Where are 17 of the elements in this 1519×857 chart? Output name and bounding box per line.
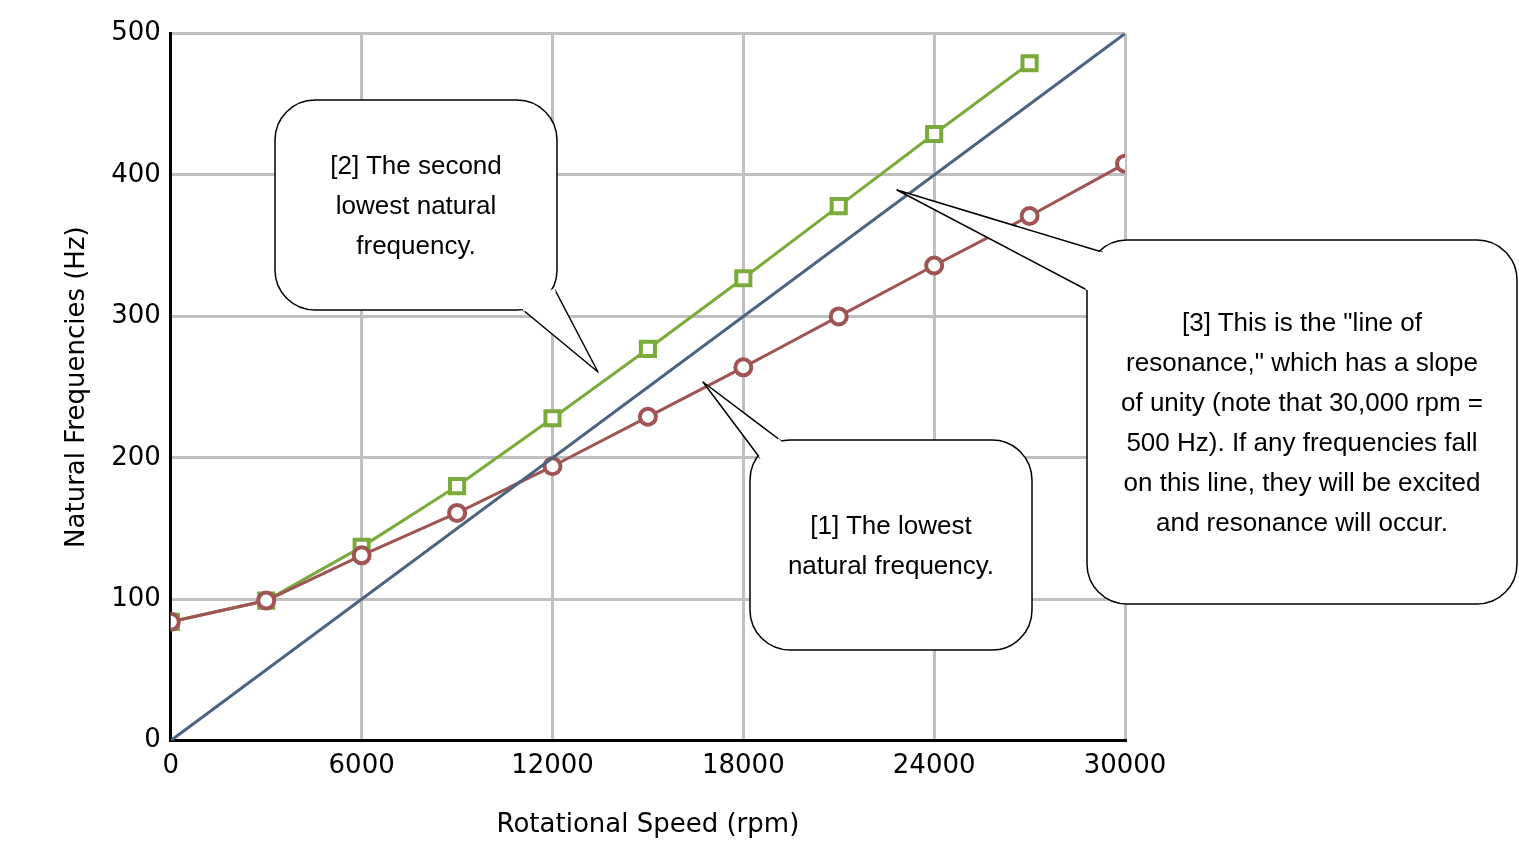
y-axis-title: Natural Frequencies (Hz) [60,226,91,548]
annotation: [1] The lowest natural frequency. [786,509,996,582]
y-tick-label: 0 [144,723,161,754]
x-axis-title: Rotational Speed (rpm) [496,808,800,839]
x-tick-label: 18000 [701,748,785,779]
x-tick-label: 0 [162,748,180,779]
annotation: [2] The second lowest natural frequency. [329,149,503,262]
y-tick-label: 200 [111,440,161,471]
y-tick-label: 400 [111,157,161,188]
y-tick-label: 500 [111,16,161,47]
x-tick-label: 12000 [511,748,594,779]
x-tick-label: 24000 [892,748,976,779]
x-tick-label: 30000 [1083,748,1167,779]
y-tick-label: 100 [111,581,161,612]
annotation: [3] This is the "line of resonance," which has a slope of unity (note that 30,000 rpm = 500 Hz). If any frequencies fall on this line, they will be excited and resonance will occur. [1119,306,1485,539]
x-tick-label: 6000 [328,748,395,779]
y-tick-label: 300 [111,299,161,330]
